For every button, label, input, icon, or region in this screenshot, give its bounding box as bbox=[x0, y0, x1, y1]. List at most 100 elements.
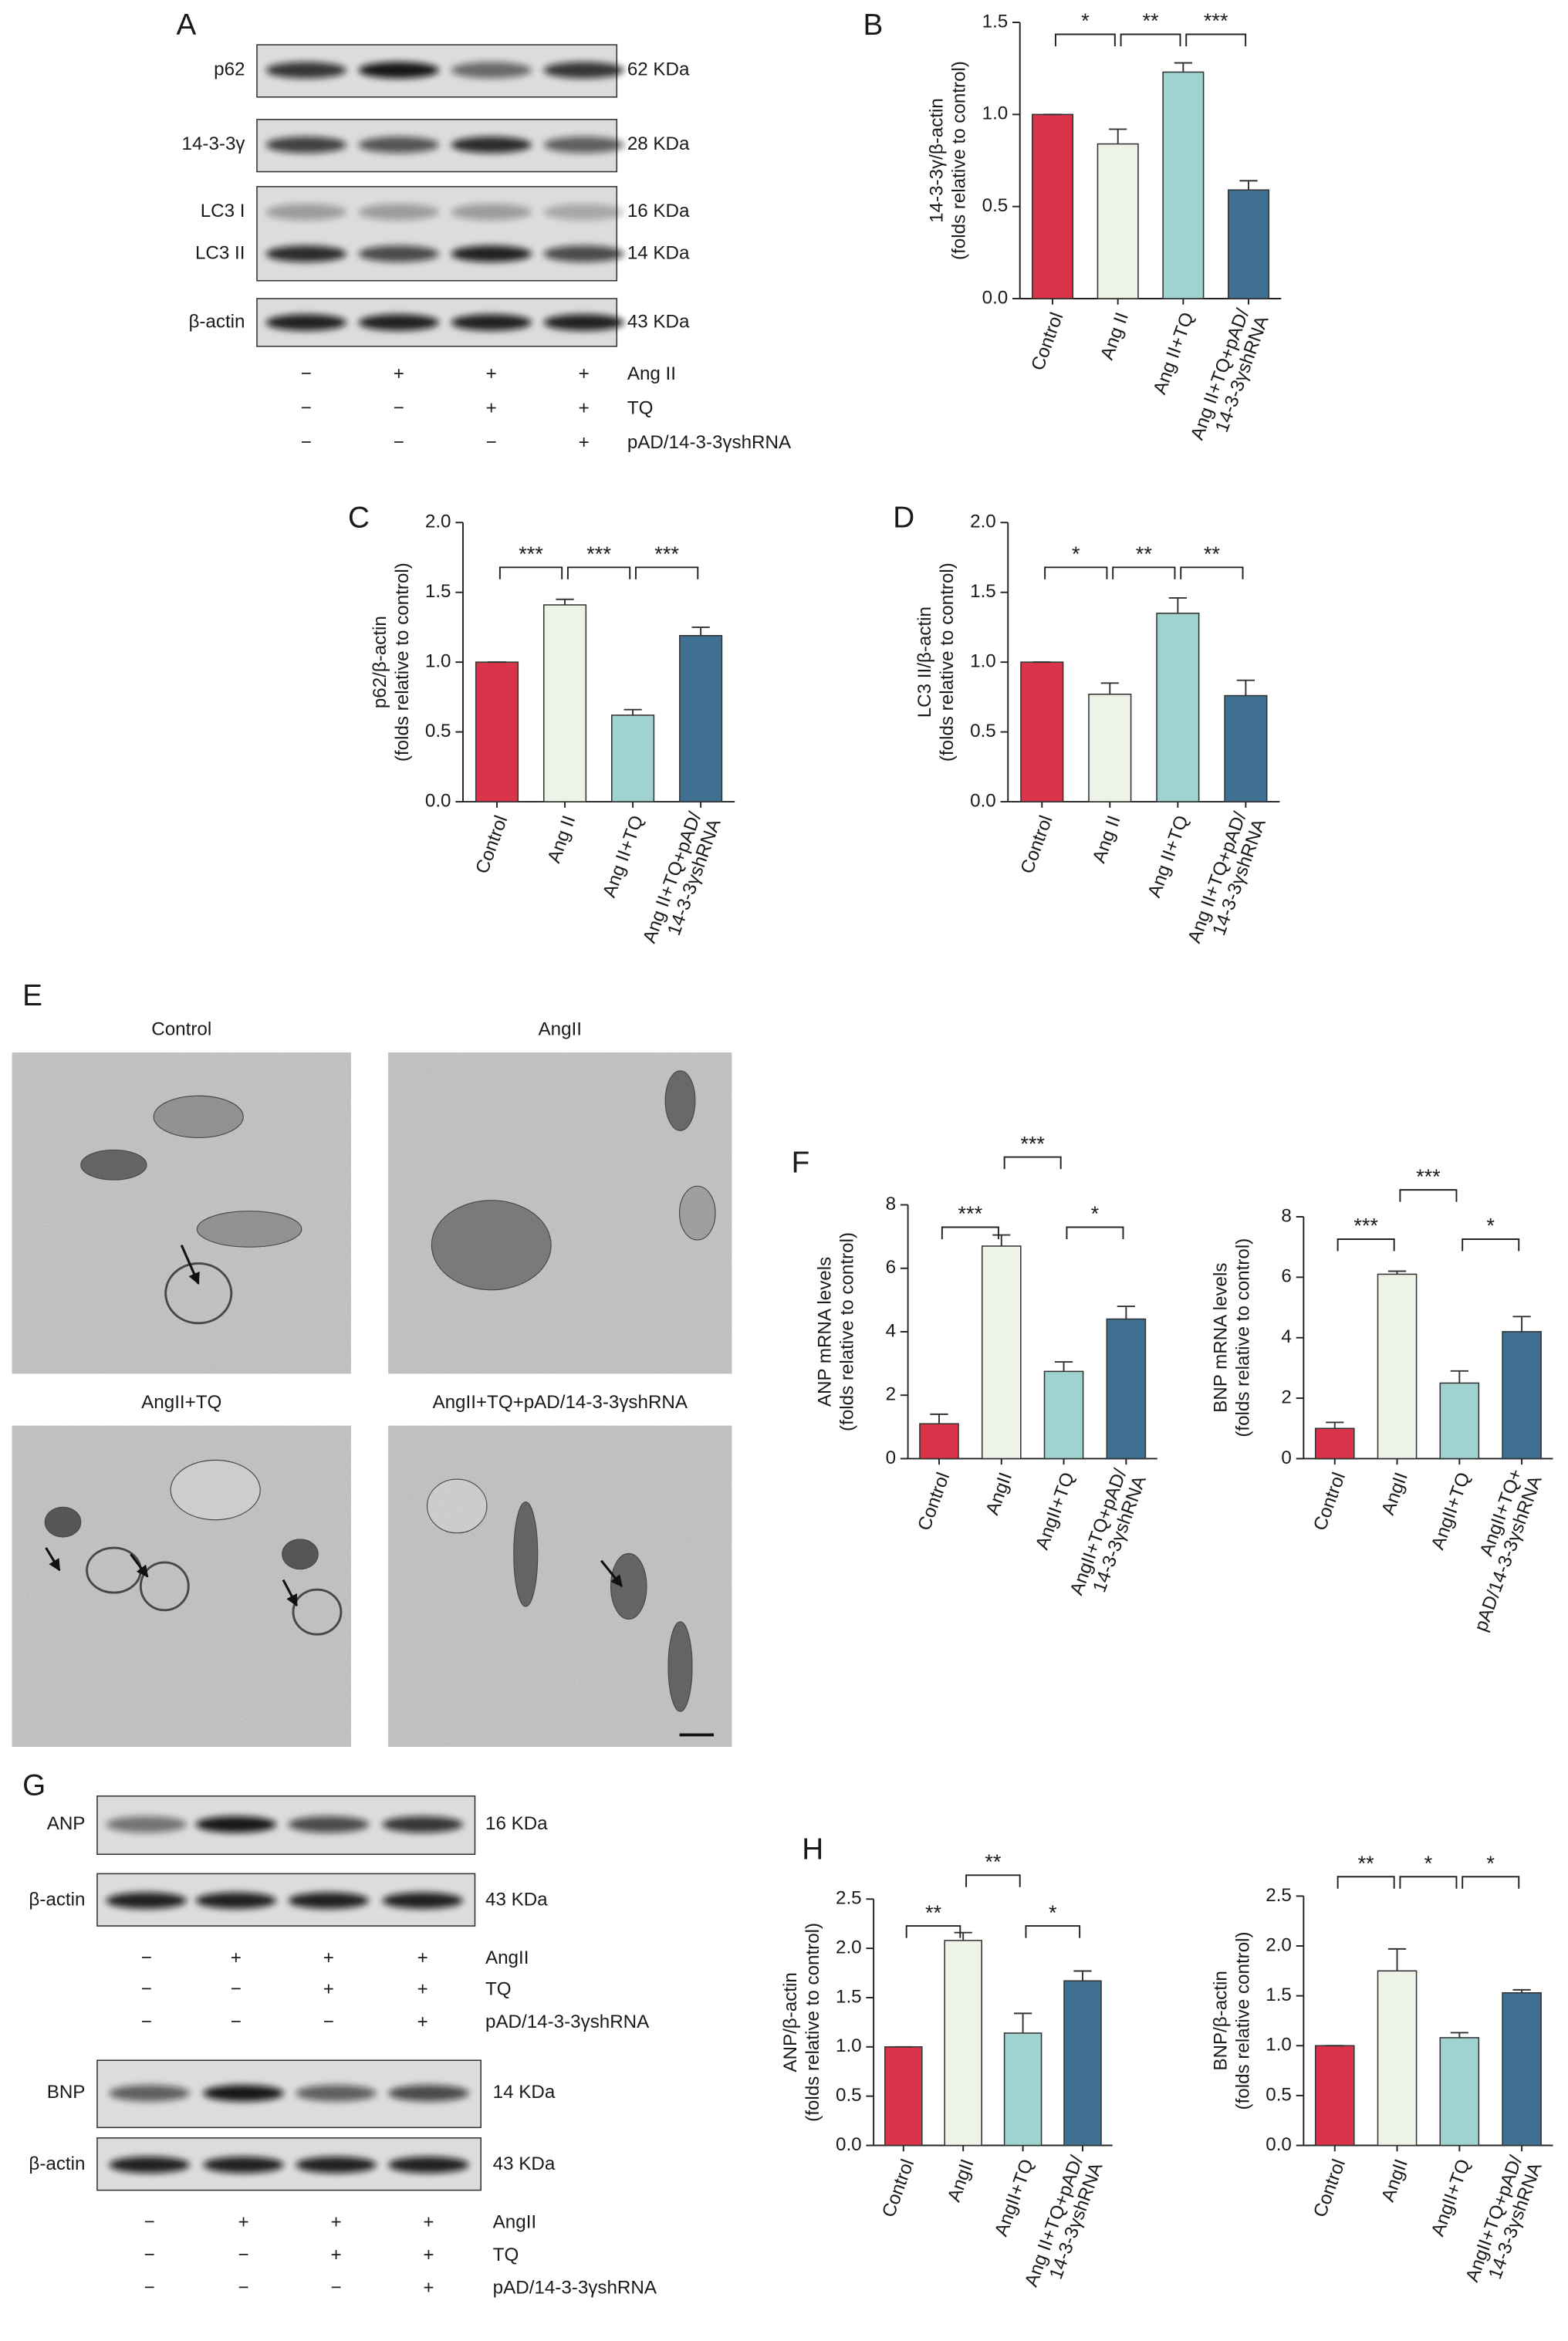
significance-label: * bbox=[1424, 1851, 1433, 1875]
panel-label: F bbox=[792, 1146, 810, 1179]
y-tick-label: 0.5 bbox=[1266, 2084, 1292, 2105]
y-tick-label: 8 bbox=[886, 1194, 896, 1214]
y-tick-label: 4 bbox=[886, 1320, 896, 1341]
bar bbox=[1162, 71, 1205, 299]
treatment-sign: − bbox=[301, 432, 312, 453]
em-structure bbox=[170, 1459, 261, 1521]
blot-band bbox=[543, 314, 624, 331]
treatment-sign: + bbox=[417, 2012, 428, 2032]
y-axis-label: LC3 II/β-actin bbox=[914, 606, 935, 718]
x-tick-label: Control bbox=[878, 2157, 918, 2220]
x-tick-label: Ang II bbox=[1089, 812, 1125, 866]
blot-band bbox=[265, 204, 347, 221]
bar bbox=[1156, 613, 1200, 802]
significance-bracket bbox=[1399, 1189, 1458, 1202]
blot-band bbox=[288, 1892, 370, 1909]
em-structure bbox=[44, 1506, 82, 1538]
blot-row-label: β-actin bbox=[188, 311, 245, 332]
treatment-sign: + bbox=[417, 1947, 428, 1968]
y-tick-label: 2.0 bbox=[1266, 1934, 1292, 1955]
y-tick-label: 1.0 bbox=[836, 2035, 862, 2056]
bar bbox=[1502, 1331, 1542, 1460]
treatment-sign: + bbox=[423, 2278, 434, 2299]
y-tick-label: 0.0 bbox=[982, 287, 1009, 308]
bar bbox=[1032, 113, 1074, 299]
em-structure bbox=[664, 1070, 696, 1131]
x-tick-label: Ang II+TQ+pAD/14-3-3γshRNA bbox=[1021, 2153, 1107, 2297]
em-arrow bbox=[600, 1559, 623, 1588]
treatment-sign: − bbox=[486, 432, 497, 453]
significance-bracket bbox=[965, 1874, 1021, 1887]
significance-label: *** bbox=[1204, 8, 1228, 32]
x-tick-label: Ang II+TQ+pAD/14-3-3γshRNA bbox=[1184, 809, 1271, 953]
blot-band bbox=[265, 62, 347, 79]
blot-row-label: 14-3-3γ bbox=[182, 133, 245, 154]
blot-strip bbox=[256, 186, 618, 282]
significance-bracket bbox=[1054, 33, 1116, 46]
significance-bracket bbox=[566, 566, 631, 579]
y-axis-label: BNP/β-actin bbox=[1210, 1971, 1231, 2070]
blot-band bbox=[388, 2157, 469, 2174]
bar bbox=[884, 2046, 923, 2147]
x-tick-label: AngII+TQ bbox=[1032, 1470, 1079, 1552]
blot-size-label: 14 KDa bbox=[493, 2082, 556, 2103]
bar bbox=[542, 604, 587, 802]
em-structure bbox=[282, 1539, 319, 1570]
blot-band bbox=[358, 314, 440, 331]
x-tick-label: AngII+TQ bbox=[1428, 2157, 1475, 2239]
x-tick-label: AngII bbox=[944, 2157, 978, 2204]
em-structure bbox=[610, 1552, 647, 1620]
significance-bracket bbox=[1003, 1156, 1062, 1170]
em-structure bbox=[196, 1211, 302, 1248]
blot-row-label: p62 bbox=[214, 59, 245, 79]
blot-row-label: BNP bbox=[47, 2082, 86, 2103]
significance-label: * bbox=[1486, 1214, 1495, 1238]
y-tick-label: 2.5 bbox=[1266, 1885, 1292, 1906]
treatment-sign: + bbox=[323, 1979, 334, 2000]
x-tick-label: Control bbox=[1309, 1470, 1350, 1533]
y-tick-label: 6 bbox=[886, 1257, 896, 1278]
bar bbox=[1088, 693, 1132, 802]
treatment-name: Ang II bbox=[627, 363, 676, 384]
y-tick-label: 0.0 bbox=[1266, 2134, 1292, 2155]
blot-size-label: 16 KDa bbox=[627, 201, 690, 221]
treatment-name: AngII bbox=[485, 1947, 529, 1968]
bar bbox=[475, 661, 519, 802]
bar bbox=[611, 714, 655, 802]
y-tick-label: 6 bbox=[1281, 1266, 1291, 1287]
blot-band bbox=[203, 2157, 284, 2174]
blot-band bbox=[288, 1816, 370, 1833]
x-tick-label: Control bbox=[914, 1470, 954, 1533]
treatment-sign: − bbox=[144, 2212, 155, 2233]
treatment-name: TQ bbox=[493, 2245, 519, 2265]
x-tick-label: Ang II bbox=[543, 812, 580, 866]
blot-size-label: 14 KDa bbox=[627, 242, 690, 263]
x-tick-label: AngII+TQ+pAD/14-3-3γshRNA bbox=[1066, 1465, 1151, 1605]
significance-label: ** bbox=[1136, 542, 1153, 566]
y-tick-label: 0.5 bbox=[970, 721, 996, 741]
bar bbox=[1224, 694, 1268, 802]
significance-label: *** bbox=[519, 542, 543, 566]
y-tick-label: 2.5 bbox=[836, 1888, 862, 1909]
y-axis-label: (folds relative to control) bbox=[392, 562, 413, 762]
significance-bracket bbox=[941, 1226, 999, 1240]
treatment-sign: + bbox=[579, 398, 590, 419]
treatment-sign: − bbox=[141, 1947, 152, 1968]
em-arrow bbox=[130, 1553, 149, 1578]
treatment-sign: + bbox=[238, 2212, 248, 2233]
significance-bracket bbox=[1066, 1226, 1124, 1240]
significance-label: * bbox=[1091, 1201, 1100, 1225]
x-tick-label: AngII+TQ bbox=[991, 2157, 1038, 2239]
y-tick-label: 0 bbox=[886, 1448, 896, 1468]
em-structure bbox=[139, 1561, 190, 1612]
panel-label: H bbox=[802, 1833, 823, 1866]
em-arrow bbox=[282, 1579, 298, 1607]
blot-band bbox=[265, 314, 347, 331]
blot-band bbox=[358, 137, 440, 154]
em-structure bbox=[513, 1501, 539, 1607]
bar bbox=[919, 1423, 959, 1460]
y-tick-label: 2 bbox=[886, 1384, 896, 1405]
blot-row-label: LC3 II bbox=[195, 242, 245, 263]
significance-label: *** bbox=[1416, 1164, 1441, 1188]
